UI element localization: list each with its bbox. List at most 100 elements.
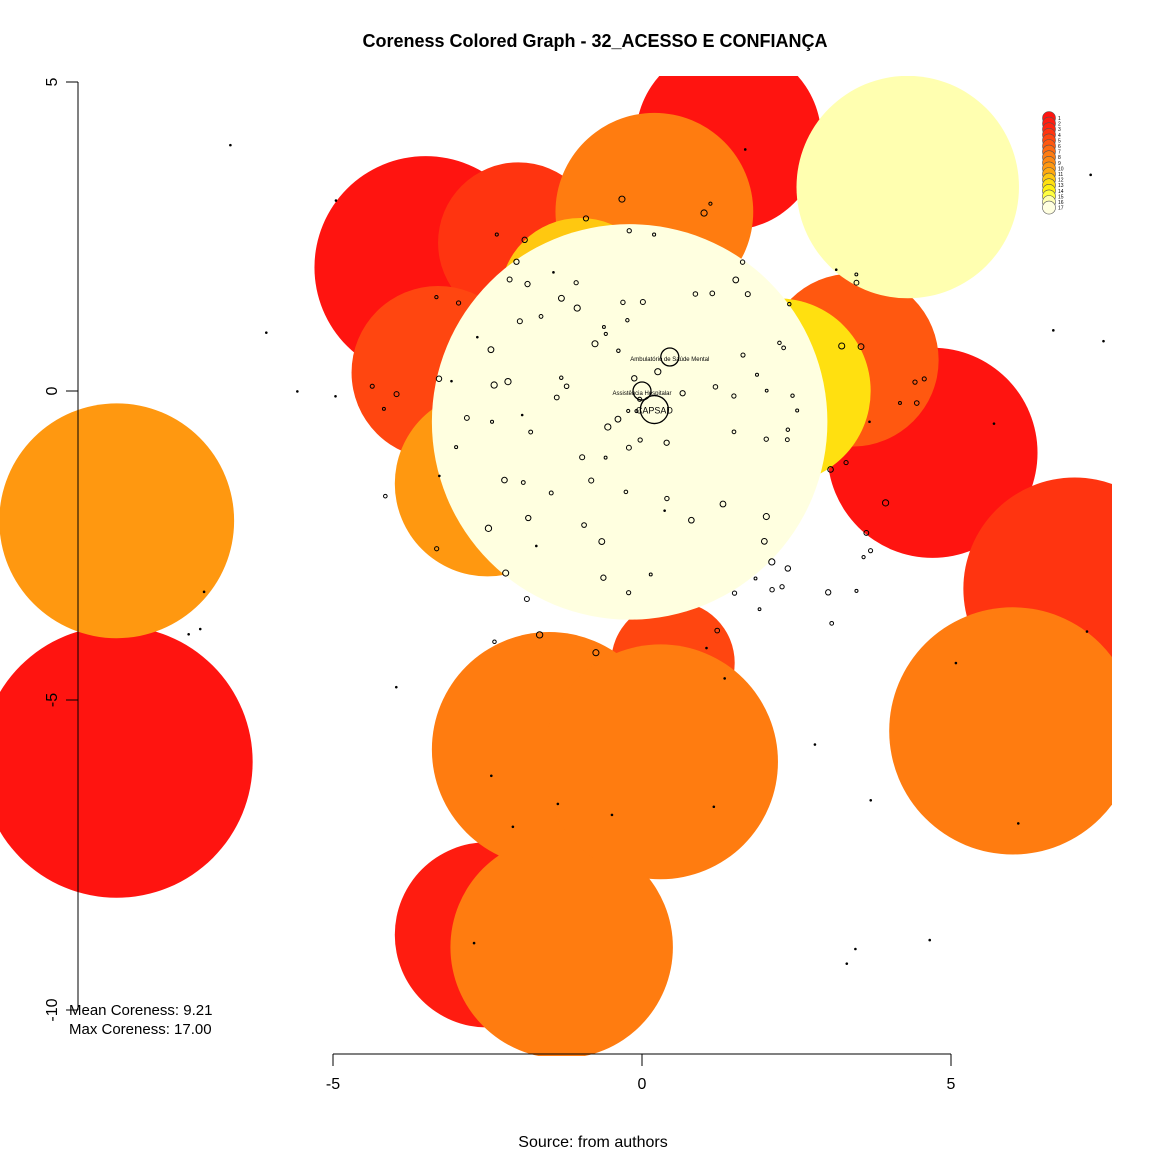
outer-node [472,941,476,945]
graph-node [614,415,622,423]
max-coreness-label: Max Coreness: 17.00 [69,1021,212,1038]
graph-node [381,406,386,411]
graph-node [784,565,792,572]
graph-node [502,569,510,577]
graph-node [913,400,920,406]
legend-label: 7 [1058,150,1061,156]
graph-node [504,377,512,386]
coreness-region [0,625,253,898]
outer-node [296,390,299,393]
graph-nodes [187,143,1117,965]
graph-node [487,346,495,354]
x-tick-label: -5 [326,1076,340,1093]
graph-node [525,514,532,522]
legend-label: 15 [1058,194,1064,200]
legend-label: 6 [1058,144,1061,150]
hub-node [632,381,652,401]
outer-node [535,544,538,548]
outer-node [928,938,932,942]
graph-node [719,500,727,508]
graph-node [553,394,560,401]
graph-node [484,524,493,532]
graph-node [757,607,762,612]
graph-node [731,429,737,435]
outer-node [813,743,817,746]
outer-node [334,395,337,398]
outer-node [845,962,849,965]
graph-node [492,639,497,644]
mean-coreness-label: Mean Coreness: 9.21 [69,1002,212,1019]
graph-node [732,276,740,284]
graph-node [754,372,760,377]
outer-node [229,143,232,147]
outer-node [520,413,524,417]
legend-label: 11 [1058,172,1063,178]
graph-node [626,228,632,234]
graph-node [753,576,758,581]
outer-node [202,590,206,594]
legend-label: 9 [1058,161,1061,167]
x-tick-label: 0 [638,1076,647,1093]
y-axis: 5 0 -5 -10 [44,77,79,1022]
graph-node [618,195,626,203]
hub-node-label: Assistência Hospitalar [612,391,671,397]
legend-label: 4 [1058,133,1061,139]
hub-node [639,394,670,425]
outer-node [438,474,441,478]
graph-node [631,375,638,382]
legend-label: 5 [1058,138,1061,144]
graph-node [779,584,785,590]
legend-label: 8 [1058,155,1061,161]
outer-node [450,379,453,383]
graph-node [861,555,866,560]
graph-node [854,272,859,277]
legend-label: 12 [1058,178,1064,184]
graph-node [434,294,439,300]
outer-node [663,509,666,512]
outer-node [992,422,996,425]
graph-node [764,388,769,393]
graph-node [516,318,523,325]
graph-node [784,437,790,443]
graph-node [714,627,721,634]
graph-node [639,298,646,306]
graph-node [600,574,607,581]
graph-node [648,572,653,577]
graph-node [829,620,835,626]
outer-node [265,331,268,334]
outer-node [712,805,716,809]
graph-node [604,423,612,431]
coreness-region [889,607,1112,855]
graph-node [490,381,498,389]
graph-node [603,331,608,337]
graph-node [573,304,581,312]
graph-node [455,300,462,306]
graph-node [626,408,631,414]
outer-node [1114,590,1117,593]
legend-label: 1 [1058,116,1061,122]
outer-node [723,677,726,680]
hub-node-label: CAPSAD [636,406,674,416]
y-tick-label: 5 [44,77,61,86]
graph-node [912,379,918,385]
graph-node [581,522,587,528]
outer-node [834,268,838,271]
graph-node [634,408,639,414]
graph-node [591,340,599,348]
graph-node [785,427,791,432]
graph-node [434,546,440,552]
graph-node [559,375,564,381]
graph-node [769,587,775,593]
graph-node [763,436,769,442]
graph-node [843,459,849,466]
chart-title: Coreness Colored Graph - 32_ACESSO E CON… [362,31,827,51]
graph-node [827,466,834,473]
outer-node [334,199,338,202]
graph-node [501,476,508,484]
graph-node [573,280,579,286]
graph-node [708,201,713,206]
graph-node [709,290,716,297]
graph-node [781,345,787,351]
hub-nodes: CAPSAD Assistência Hospitalar Ambulatório … [612,347,709,425]
legend-label: 3 [1058,127,1061,133]
